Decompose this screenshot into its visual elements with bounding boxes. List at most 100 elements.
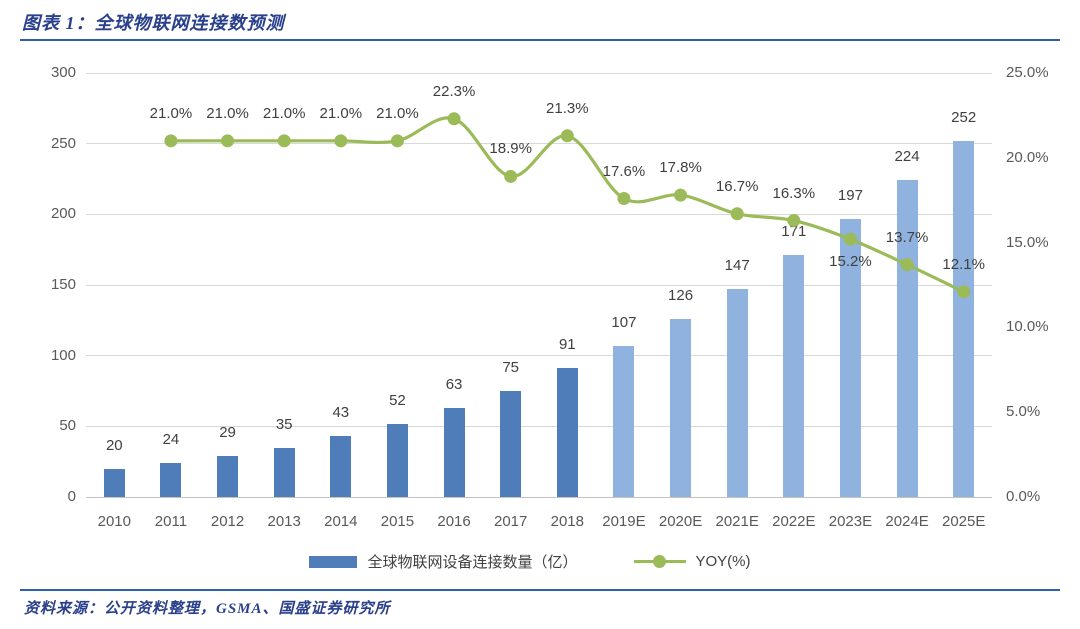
left-axis-tick: 150 [50,276,76,293]
yoy-value-label: 16.3% [772,184,816,202]
yoy-marker [617,192,631,206]
left-axis-tick: 200 [50,205,76,223]
chart-title: 图表 1：全球物联网连接数预测 [22,13,285,33]
source-note: 资料来源：公开资料整理，GSMA、国盛证券研究所 [24,601,391,617]
yoy-value-label: 21.0% [376,104,419,122]
x-axis-label: 2025E [942,513,986,530]
bar-value-label: 171 [781,223,807,241]
right-axis-tick: 5.0% [1006,403,1041,421]
yoy-marker [277,134,291,148]
x-axis-label: 2017 [494,513,528,530]
right-axis-tick: 15.0% [1006,233,1049,251]
bar-value-label: 29 [219,424,236,441]
line-series-swatch-icon [633,555,686,568]
bar-value-label: 107 [611,313,637,331]
legend-label-connections: 全球物联网设备连接数量（亿） [367,554,578,571]
yoy-value-label: 16.7% [715,177,759,195]
bar-value-label: 252 [951,108,977,126]
bar [386,423,408,497]
right-axis-tick: 20.0% [1006,148,1049,166]
gridline [86,72,992,74]
chart-legend: 全球物联网设备连接数量（亿） YOY(%) [0,551,1060,572]
legend-label-yoy: YOY(%) [695,553,751,570]
legend-item-yoy: YOY(%) [633,553,751,570]
bar-value-label: 24 [162,431,180,449]
gridline [86,213,992,215]
bar-value-label: 91 [558,336,576,354]
right-axis-tick: 25.0% [1006,64,1049,81]
yoy-value-label: 13.7% [885,228,929,246]
yoy-value-label: 15.2% [829,253,872,271]
bar [726,289,748,497]
yoy-value-label: 12.1% [942,255,985,273]
x-axis-label: 2018 [550,513,584,530]
bar-value-label: 126 [668,286,694,304]
gridline [86,425,992,427]
yoy-value-label: 21.0% [149,104,193,122]
x-axis-label: 2023E [828,513,873,530]
bar [556,368,578,497]
bar [670,318,692,497]
bar [953,140,975,497]
legend-item-connections: 全球物联网设备连接数量（亿） [309,551,578,572]
yoy-marker [447,112,461,126]
x-axis-label: 2011 [154,513,188,530]
x-axis-label: 2012 [210,513,245,530]
x-axis-label: 2016 [437,513,471,530]
x-axis-label: 2022E [772,513,816,530]
bar-series-swatch-icon [309,555,358,568]
footer-divider [20,589,1060,591]
yoy-marker [560,129,574,143]
x-axis-label: 2024E [885,513,929,530]
x-axis-label: 2014 [324,513,358,530]
left-axis-tick: 100 [50,346,76,364]
yoy-value-label: 22.3% [432,82,476,100]
yoy-value-label: 17.6% [602,162,646,180]
bar [103,468,125,497]
yoy-marker [164,134,178,148]
yoy-value-label: 21.0% [262,104,306,122]
gridline [86,355,992,357]
yoy-value-label: 17.8% [659,159,702,177]
right-axis-tick: 10.0% [1006,318,1049,336]
yoy-value-label: 21.0% [206,104,249,122]
left-axis-tick: 0 [67,488,76,505]
yoy-marker [674,188,688,202]
yoy-value-label: 21.0% [319,104,363,122]
x-axis-line [86,496,992,498]
left-axis-tick: 300 [50,64,76,81]
left-axis-tick: 50 [59,417,76,435]
bar [783,255,805,497]
bar-value-label: 197 [837,186,863,204]
left-axis-tick: 250 [50,134,76,152]
bar-value-label: 52 [389,391,406,409]
bar-value-label: 224 [894,148,920,166]
bar-value-label: 43 [332,404,350,422]
title-divider [20,39,1060,41]
yoy-marker [334,134,348,148]
bar [217,456,239,497]
bar [273,447,295,497]
x-axis-label: 2015 [380,513,415,530]
yoy-marker [504,169,518,183]
bar-value-label: 75 [502,359,520,376]
bar [500,391,522,497]
bar [330,436,352,497]
legend-marker-icon [652,555,666,568]
yoy-marker [221,134,235,148]
bar [160,463,182,497]
bar-value-label: 35 [275,415,293,433]
yoy-value-label: 21.3% [546,99,589,117]
x-axis-label: 2021E [715,513,759,530]
bar [443,407,465,497]
bar-value-label: 147 [724,257,750,275]
yoy-marker [390,134,404,148]
bar [613,345,635,497]
x-axis-label: 2020E [658,513,703,530]
x-axis-label: 2019E [602,513,646,530]
x-axis-label: 2010 [97,513,131,530]
x-axis-label: 2013 [267,513,301,530]
yoy-value-label: 18.9% [489,140,532,158]
